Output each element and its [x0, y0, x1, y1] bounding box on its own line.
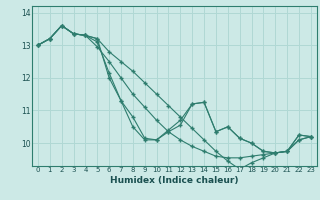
X-axis label: Humidex (Indice chaleur): Humidex (Indice chaleur) — [110, 176, 239, 185]
